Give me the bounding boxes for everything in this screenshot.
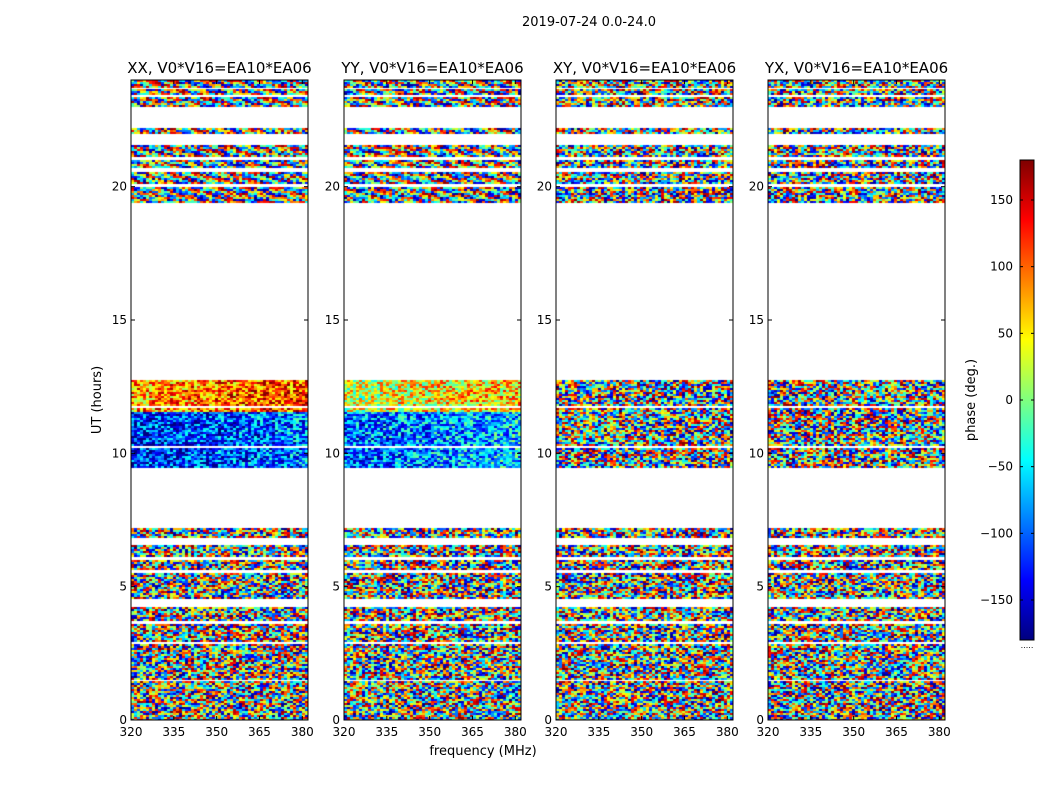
x-tick-label: 320 [333, 725, 356, 739]
x-tick-label: 380 [716, 725, 739, 739]
x-tick-label: 320 [545, 725, 568, 739]
x-tick-label: 320 [120, 725, 143, 739]
x-tick-label: 350 [418, 725, 441, 739]
y-tick-label: 20 [325, 180, 340, 194]
y-tick-label: 0 [119, 713, 127, 727]
x-tick-label: 380 [928, 725, 951, 739]
colorbar-tick-label: 0 [1005, 393, 1013, 407]
heatmap-image-2 [556, 80, 733, 720]
x-tick-label: 335 [162, 725, 185, 739]
heatmap-image-1 [344, 80, 521, 720]
x-tick-label: 380 [291, 725, 314, 739]
figure-suptitle: 2019-07-24 0.0-24.0 [522, 15, 656, 30]
colorbar-label: phase (deg.) [964, 359, 979, 441]
panel-3: YX, V0*V16=EA10*EA06 320 335 350 365 380 0 5 10 1… [749, 59, 951, 739]
x-tick-label: 335 [375, 725, 398, 739]
y-tick-label: 20 [112, 180, 127, 194]
heatmap-canvas-1 [344, 80, 521, 720]
x-tick-label: 350 [205, 725, 228, 739]
heatmap-image-3 [768, 80, 945, 720]
x-tick-label: 365 [885, 725, 908, 739]
y-tick-label: 5 [756, 580, 764, 594]
x-tick-label: 365 [673, 725, 696, 739]
y-tick-label: 5 [544, 580, 552, 594]
heatmap-canvas-3 [768, 80, 945, 720]
colorbar-tick-label: 50 [998, 326, 1013, 340]
colorbar-footer: ..... [1021, 641, 1034, 650]
panel-title-1: YY, V0*V16=EA10*EA06 [340, 59, 523, 77]
y-tick-label: 15 [749, 313, 764, 327]
colorbar-tick-label: 100 [990, 260, 1013, 274]
y-tick-label: 20 [749, 180, 764, 194]
panel-0: XX, V0*V16=EA10*EA06 320 335 350 365 380 0 5 10 1… [112, 59, 314, 739]
y-tick-label: 20 [537, 180, 552, 194]
x-tick-label: 320 [757, 725, 780, 739]
panel-frame-1 [343, 79, 522, 721]
colorbar-tick-label: −50 [988, 460, 1013, 474]
x-tick-label: 335 [799, 725, 822, 739]
heatmap-canvas-2 [556, 80, 733, 720]
panel-1: YY, V0*V16=EA10*EA06 320 335 350 365 380 0 5 10 1… [325, 59, 527, 739]
heatmap-image-0 [131, 80, 308, 720]
y-tick-label: 15 [537, 313, 552, 327]
colorbar-tick-label: 150 [990, 193, 1013, 207]
colorbar-tick-label: −150 [980, 593, 1013, 607]
y-tick-label: 10 [749, 446, 764, 460]
panel-frame-2 [555, 79, 734, 721]
panel-frame-0 [130, 79, 309, 721]
y-tick-label: 15 [325, 313, 340, 327]
panel-2: XY, V0*V16=EA10*EA06 320 335 350 365 380 0 5 10 1… [537, 59, 739, 739]
y-tick-label: 5 [332, 580, 340, 594]
x-tick-label: 350 [630, 725, 653, 739]
y-tick-label: 0 [332, 713, 340, 727]
panel-title-0: XX, V0*V16=EA10*EA06 [127, 59, 311, 77]
panel-frame-3 [767, 79, 946, 721]
colorbar-tick-label: −100 [980, 526, 1013, 540]
panel-title-2: XY, V0*V16=EA10*EA06 [553, 59, 736, 77]
heatmap-canvas-0 [131, 80, 308, 720]
colorbar: phase (deg.) ..... 150 100 50 0 −50 −100 −150 [964, 159, 1035, 650]
y-tick-label: 0 [544, 713, 552, 727]
y-tick-label: 15 [112, 313, 127, 327]
y-tick-label: 10 [325, 446, 340, 460]
y-tick-label: 10 [112, 446, 127, 460]
x-axis-label: frequency (MHz) [429, 744, 536, 759]
y-tick-label: 10 [537, 446, 552, 460]
x-tick-label: 365 [461, 725, 484, 739]
y-axis-label: UT (hours) [90, 366, 105, 434]
panel-title-3: YX, V0*V16=EA10*EA06 [764, 59, 948, 77]
x-tick-label: 365 [248, 725, 271, 739]
y-tick-label: 5 [119, 580, 127, 594]
y-tick-label: 0 [756, 713, 764, 727]
x-tick-label: 380 [504, 725, 527, 739]
x-tick-label: 350 [842, 725, 865, 739]
panels-group: XX, V0*V16=EA10*EA06 320 335 350 365 380 0 5 10 1… [112, 59, 951, 739]
x-tick-label: 335 [587, 725, 610, 739]
